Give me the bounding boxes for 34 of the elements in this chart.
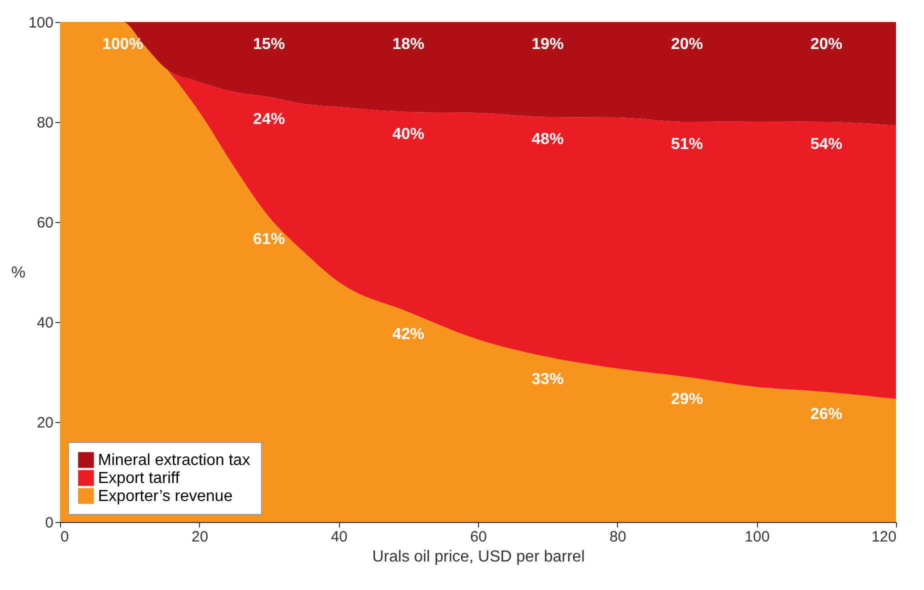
data-label: 48% — [532, 131, 564, 148]
legend-label: Exporter’s revenue — [98, 488, 233, 505]
y-tick-label: 40 — [36, 314, 54, 332]
y-tick-label: 100 — [28, 14, 54, 32]
x-tick-label: 60 — [470, 528, 487, 546]
x-tick-label: 100 — [744, 528, 770, 546]
data-label: 54% — [810, 136, 842, 153]
data-label: 51% — [670, 136, 704, 153]
y-axis-title: % — [11, 264, 26, 282]
data-label: 20% — [810, 36, 842, 53]
x-axis-title: Urals oil price, USD per barrel — [372, 548, 585, 566]
data-label: 15% — [252, 36, 286, 53]
x-tick-label: 40 — [330, 528, 348, 546]
data-label: 61% — [252, 231, 286, 248]
y-tick-label: 80 — [36, 114, 54, 132]
data-label: 40% — [392, 126, 424, 143]
x-tick-label: 0 — [60, 528, 69, 546]
data-label: 42% — [392, 326, 424, 343]
data-label: 26% — [810, 406, 842, 423]
y-tick-label: 20 — [36, 414, 54, 432]
legend-label: Mineral extraction tax — [98, 452, 250, 469]
y-tick-label: 60 — [36, 214, 54, 232]
x-tick-label: 20 — [191, 528, 208, 546]
legend-label: Export tariff — [98, 470, 180, 487]
data-label: 19% — [532, 36, 564, 53]
data-label: 24% — [252, 111, 286, 128]
data-label: 29% — [670, 391, 704, 408]
data-label: 18% — [392, 36, 424, 53]
y-tick-label: 0 — [45, 514, 54, 532]
data-label: 33% — [532, 371, 564, 388]
data-label: 100% — [102, 36, 144, 53]
x-tick-label: 80 — [609, 528, 626, 546]
data-label: 20% — [670, 36, 704, 53]
x-tick-label: 120 — [871, 528, 896, 546]
